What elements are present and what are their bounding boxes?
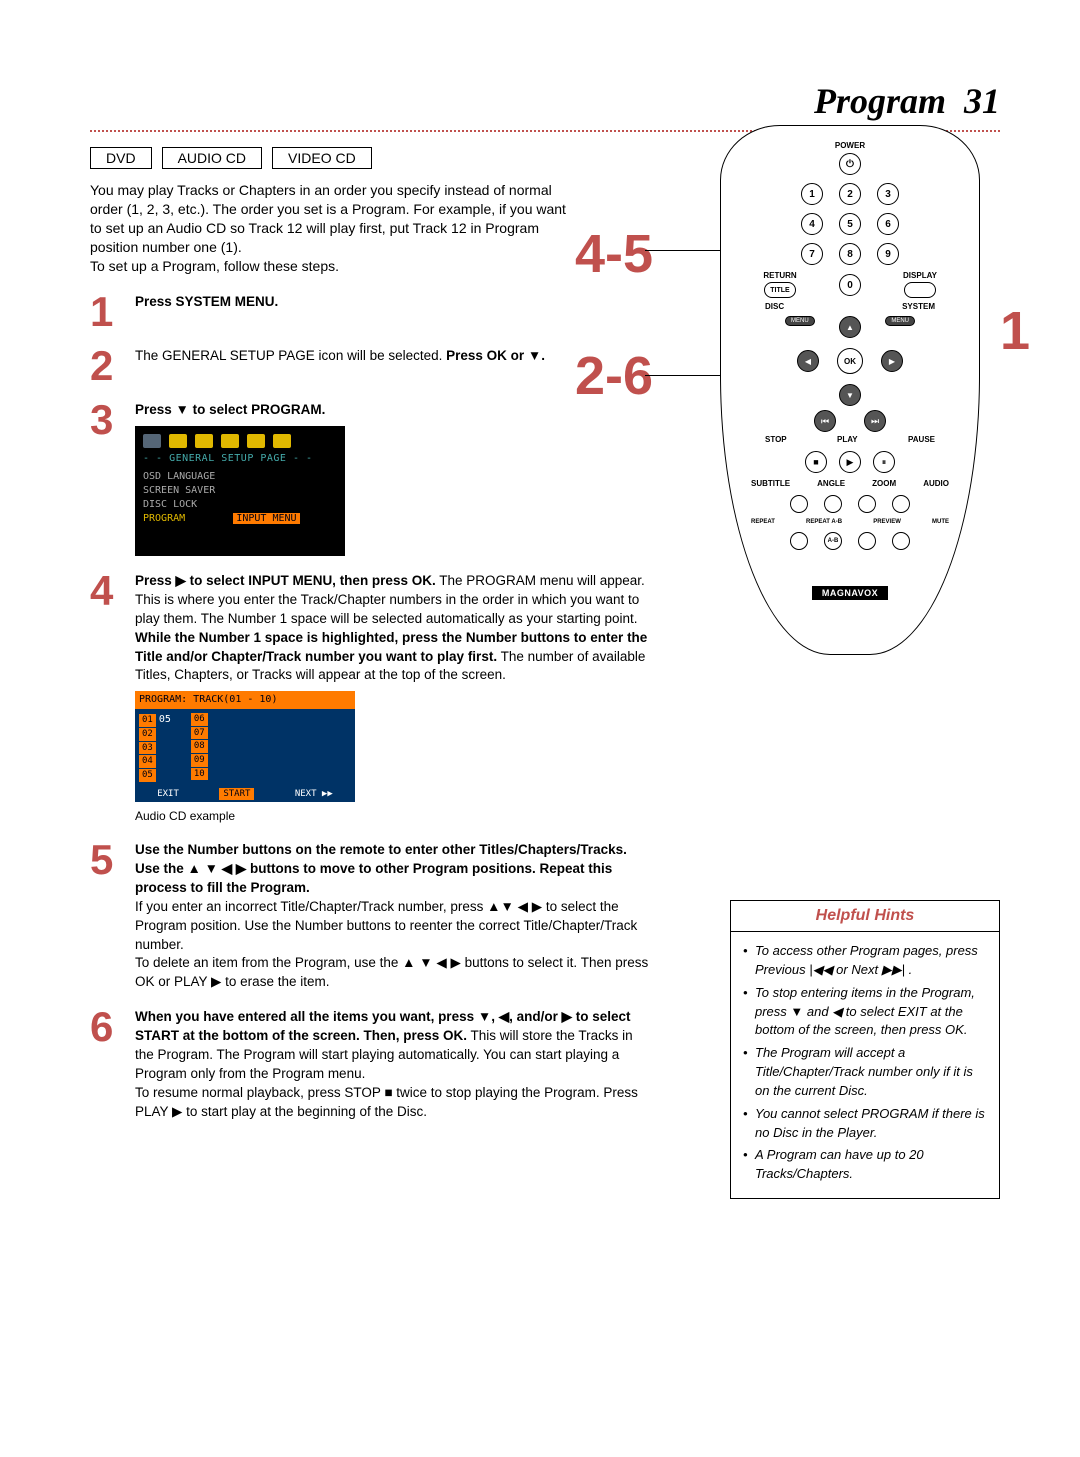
num-3-button[interactable]: 3	[877, 183, 899, 205]
pause-button[interactable]: ⏸	[873, 451, 895, 473]
manual-page: Program 31 DVD AUDIO CD VIDEO CD You may…	[0, 0, 1080, 1178]
osd2-start: START	[219, 788, 254, 801]
repeat-button[interactable]	[790, 532, 808, 550]
step-6: 6 When you have entered all the items yo…	[90, 1008, 650, 1121]
power-button[interactable]: ⏻	[839, 153, 861, 175]
num-2-button[interactable]: 2	[839, 183, 861, 205]
osd-line: SCREEN SAVER	[143, 484, 337, 498]
num-8-button[interactable]: 8	[839, 243, 861, 265]
next-button[interactable]: ⏭	[864, 410, 886, 432]
hint-item: You cannot select PROGRAM if there is no…	[743, 1105, 987, 1143]
hint-item: To stop entering items in the Program, p…	[743, 984, 987, 1041]
zoom-button[interactable]	[858, 495, 876, 513]
leader-line	[645, 375, 720, 376]
down-button[interactable]: ▼	[839, 384, 861, 406]
step-number: 5	[90, 841, 120, 992]
num-5-button[interactable]: 5	[839, 213, 861, 235]
page-title: Program 31	[90, 80, 1000, 122]
osd-header: - - GENERAL SETUP PAGE - -	[143, 452, 337, 466]
remote-control: POWER ⏻ 1 2 3 4 5 6 7 8 9 RET	[720, 125, 980, 655]
step-2-bold: Press OK or ▼.	[446, 348, 545, 363]
title-number: 31	[964, 81, 1000, 121]
num-4-button[interactable]: 4	[801, 213, 823, 235]
title-label: Program	[814, 81, 946, 121]
dpad: MENU MENU ▲ ▼ ◀ ▶ OK	[785, 316, 915, 406]
osd2-header: PROGRAM: TRACK(01 - 10)	[135, 691, 355, 709]
hints-title: Helpful Hints	[731, 901, 999, 932]
callout-4-5: 4-5	[575, 223, 653, 285]
audio-button[interactable]	[892, 495, 910, 513]
osd-line: OSD LANGUAGE	[143, 470, 337, 484]
power-label: POWER	[745, 141, 955, 150]
disc-menu-button[interactable]: MENU	[785, 316, 815, 326]
num-6-button[interactable]: 6	[877, 213, 899, 235]
play-button[interactable]: ▶	[839, 451, 861, 473]
osd-selected-value: INPUT MENU	[233, 513, 299, 524]
step-number: 1	[90, 293, 120, 331]
osd-program-track: PROGRAM: TRACK(01 - 10) 0105 02 03 04 05…	[135, 691, 355, 802]
num-0-button[interactable]: 0	[839, 274, 861, 296]
osd2-exit: EXIT	[157, 788, 179, 801]
media-label-videocd: VIDEO CD	[272, 147, 372, 169]
hint-item: To access other Program pages, press Pre…	[743, 942, 987, 980]
ok-button[interactable]: OK	[837, 348, 863, 374]
callout-2-6: 2-6	[575, 345, 653, 407]
hint-item: A Program can have up to 20 Tracks/Chapt…	[743, 1146, 987, 1184]
osd-selected: PROGRAM	[143, 513, 185, 524]
mute-button[interactable]	[892, 532, 910, 550]
step-number: 2	[90, 347, 120, 385]
stop-button[interactable]: ■	[805, 451, 827, 473]
hint-item: The Program will accept a Title/Chapter/…	[743, 1044, 987, 1101]
step-2-text: The GENERAL SETUP PAGE icon will be sele…	[135, 348, 446, 363]
osd2-caption: Audio CD example	[135, 808, 650, 825]
step-4: 4 Press ▶ to select INPUT MENU, then pre…	[90, 572, 650, 825]
media-label-dvd: DVD	[90, 147, 152, 169]
osd2-next: NEXT ▶▶	[295, 788, 333, 801]
step-5-text3: To delete an item from the Program, use …	[135, 955, 648, 989]
up-button[interactable]: ▲	[839, 316, 861, 338]
display-button[interactable]	[904, 282, 936, 298]
num-7-button[interactable]: 7	[801, 243, 823, 265]
title-button[interactable]: TITLE	[764, 282, 796, 298]
callout-1: 1	[1000, 300, 1030, 362]
helpful-hints-box: Helpful Hints To access other Program pa…	[730, 900, 1000, 1199]
step-3-text: Press ▼ to select PROGRAM.	[135, 402, 325, 417]
osd-line: DISC LOCK	[143, 498, 337, 512]
step-2: 2 The GENERAL SETUP PAGE icon will be se…	[90, 347, 650, 385]
step-4-bold1: Press ▶ to select INPUT MENU, then press…	[135, 573, 436, 588]
subtitle-button[interactable]	[790, 495, 808, 513]
intro-text: You may play Tracks or Chapters in an or…	[90, 181, 570, 275]
step-number: 6	[90, 1008, 120, 1121]
prev-button[interactable]: ⏮	[814, 410, 836, 432]
steps-list: 1 Press SYSTEM MENU. 2 The GENERAL SETUP…	[90, 293, 650, 1121]
step-5-bold: Use the Number buttons on the remote to …	[135, 842, 627, 895]
repeat-ab-button[interactable]: A-B	[824, 532, 842, 550]
step-3: 3 Press ▼ to select PROGRAM. - - GENERAL…	[90, 401, 650, 556]
step-number: 4	[90, 572, 120, 825]
num-1-button[interactable]: 1	[801, 183, 823, 205]
step-5-text2: If you enter an incorrect Title/Chapter/…	[135, 899, 637, 952]
brand-label: MAGNAVOX	[812, 586, 888, 600]
step-1-text: Press SYSTEM MENU.	[135, 294, 278, 309]
step-number: 3	[90, 401, 120, 556]
step-5: 5 Use the Number buttons on the remote t…	[90, 841, 650, 992]
hints-list: To access other Program pages, press Pre…	[731, 932, 999, 1198]
system-menu-button[interactable]: MENU	[885, 316, 915, 326]
angle-button[interactable]	[824, 495, 842, 513]
step-1: 1 Press SYSTEM MENU.	[90, 293, 650, 331]
osd-general-setup: - - GENERAL SETUP PAGE - - OSD LANGUAGE …	[135, 426, 345, 556]
media-label-audiocd: AUDIO CD	[162, 147, 262, 169]
step-6-text2: To resume normal playback, press STOP ■ …	[135, 1085, 638, 1119]
left-button[interactable]: ◀	[797, 350, 819, 372]
preview-button[interactable]	[858, 532, 876, 550]
num-9-button[interactable]: 9	[877, 243, 899, 265]
leader-line	[645, 250, 720, 251]
right-button[interactable]: ▶	[881, 350, 903, 372]
